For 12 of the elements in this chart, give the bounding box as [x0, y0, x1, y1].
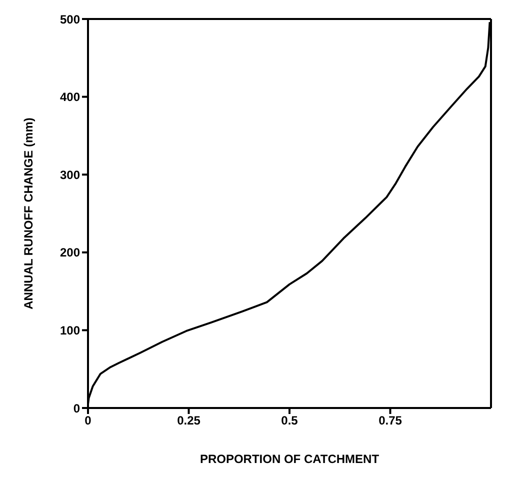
y-tick-label: 300: [60, 168, 80, 182]
x-tick-label: 0.5: [281, 414, 298, 428]
x-tick-label: 0.25: [177, 414, 201, 428]
y-tick-label: 0: [73, 401, 80, 416]
y-tick-label: 400: [60, 90, 80, 104]
x-tick-label: 0: [84, 414, 92, 428]
x-tick-label: 0.75: [378, 414, 402, 428]
y-tick-label: 500: [60, 12, 80, 26]
x-axis-title: PROPORTION OF CATCHMENT: [200, 452, 380, 466]
y-axis-title: ANNUAL RUNOFF CHANGE (mm): [21, 118, 36, 310]
y-tick-label: 200: [60, 246, 80, 260]
y-tick-label: 100: [60, 323, 80, 338]
